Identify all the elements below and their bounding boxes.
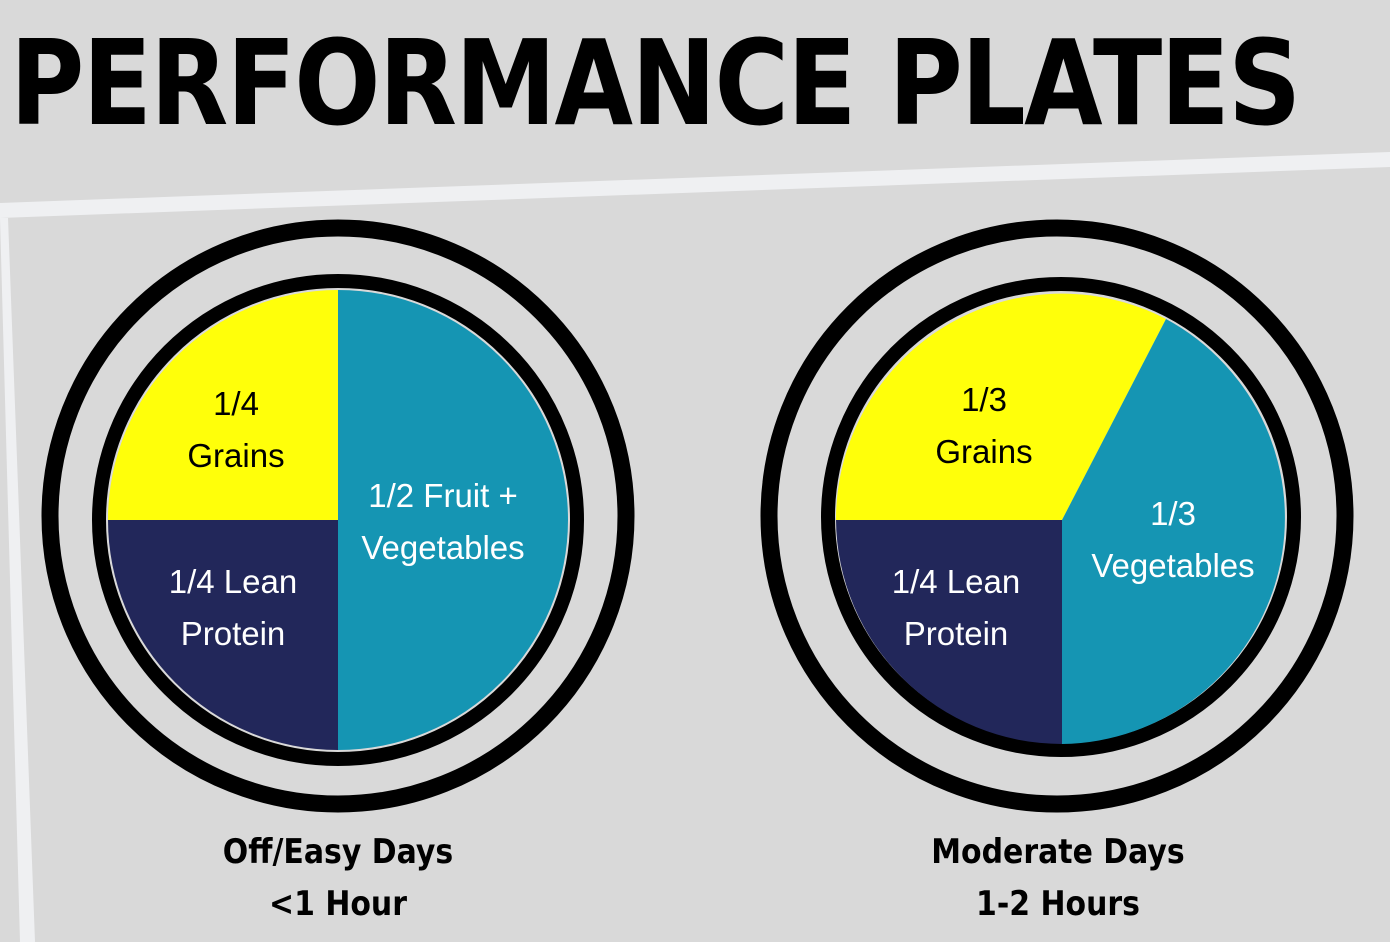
label-lean-protein: 1/4 Lean Protein [148,556,318,660]
label-protein-line2: Protein [903,615,1009,652]
slice-fruit-vegetables [338,290,568,750]
label-grains-name: Grains [187,437,285,474]
caption-duration: 1-2 Hours [976,884,1140,924]
plate-outer-ring [760,219,1354,813]
slice-grains [108,290,338,520]
label-fruit-veg-line2: Vegetables [361,529,525,566]
label-grains-name: Grains [935,433,1033,470]
left-frame-line [0,218,35,942]
plate-inner-ring [821,277,1301,757]
label-grains: 1/4 Grains [166,378,306,482]
label-grains-fraction: 1/3 [961,381,1007,418]
label-grains-fraction: 1/4 [213,385,259,422]
label-grains: 1/3 Grains [914,374,1054,478]
label-protein-line2: Protein [180,615,286,652]
caption-off-easy-days: Off/Easy Days <1 Hour [162,826,514,930]
caption-title: Off/Easy Days [222,832,454,872]
plate-outer-ring [41,219,635,813]
slice-grains [835,293,1166,520]
label-fruit-vegetables: 1/2 Fruit + Vegetables [342,470,544,574]
caption-moderate-days: Moderate Days 1-2 Hours [882,826,1234,930]
caption-title: Moderate Days [931,832,1185,872]
caption-duration: <1 Hour [269,884,407,924]
header-divider-line [0,152,1390,218]
label-lean-protein: 1/4 Lean Protein [870,556,1042,660]
plate-inner-ring [92,274,584,766]
label-protein-line1: 1/4 Lean [168,563,298,600]
slice-vegetables [1062,319,1285,744]
label-fruit-veg-line1: 1/2 Fruit + [368,477,518,514]
label-vegetables: 1/3 Vegetables [1078,488,1268,592]
plate-off-easy-days [41,219,635,813]
slice-lean-protein [836,520,1062,744]
label-veg-line2: Vegetables [1091,547,1255,584]
slice-lean-protein [108,520,338,750]
page-title: PERFORMANCE PLATES [10,14,1301,152]
plate-moderate-days [760,219,1354,813]
label-protein-line1: 1/4 Lean [891,563,1021,600]
label-veg-line1: 1/3 [1150,495,1196,532]
